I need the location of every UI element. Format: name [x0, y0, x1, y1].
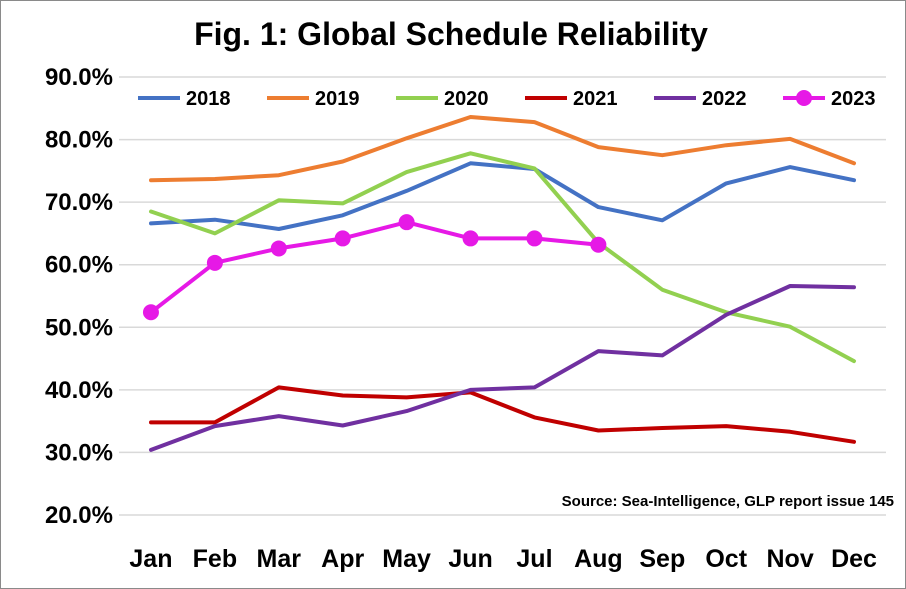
x-tick-label: Mar: [257, 545, 302, 573]
legend-item-2019: 2019: [267, 88, 360, 110]
series-2022: [149, 284, 856, 452]
y-tick-label: 80.0%: [45, 127, 113, 154]
data-point: [526, 230, 543, 247]
legend-item-2022: 2022: [654, 88, 747, 110]
legend-label: 2021: [573, 88, 618, 110]
y-tick-label: 70.0%: [45, 189, 113, 216]
legend-label: 2019: [315, 88, 360, 110]
x-tick-label: Nov: [767, 545, 814, 573]
series-2020: [149, 151, 856, 364]
x-tick-label: Sep: [639, 545, 685, 573]
x-tick-label: Dec: [831, 545, 877, 573]
legend: 2018 2019 2020 2021 2022 2023: [138, 88, 876, 110]
x-tick-label: May: [382, 545, 431, 573]
x-tick-label: Oct: [705, 545, 747, 573]
series-line: [149, 385, 856, 444]
series-line: [149, 284, 856, 452]
y-tick-label: 90.0%: [45, 64, 113, 91]
series-2019: [149, 115, 856, 183]
series-line: [149, 220, 601, 315]
series-lines: [142, 115, 856, 452]
data-point: [270, 240, 287, 257]
source-annotation: Source: Sea-Intelligence, GLP report iss…: [562, 493, 894, 510]
y-tick-label: 40.0%: [45, 377, 113, 404]
x-tick-label: Aug: [574, 545, 623, 573]
series-2018: [149, 161, 856, 231]
legend-item-2020: 2020: [396, 88, 489, 110]
y-tick-label: 20.0%: [45, 502, 113, 529]
series-2023: [142, 214, 607, 321]
data-point: [334, 230, 351, 247]
legend-marker: [796, 90, 812, 106]
y-axis-ticks: 20.0% 30.0% 40.0% 50.0% 60.0% 70.0% 80.0% 90.0%: [45, 64, 113, 529]
series-line: [149, 151, 856, 364]
x-tick-label: Apr: [321, 545, 364, 573]
series-2021: [149, 385, 856, 444]
y-tick-label: 50.0%: [45, 314, 113, 341]
x-tick-label: Jan: [129, 545, 172, 573]
data-point: [142, 304, 159, 321]
data-point: [398, 214, 415, 231]
x-axis-ticks: Jan Feb Mar Apr May Jun Jul Aug Sep Oct Nov Dec: [129, 545, 877, 573]
y-tick-label: 60.0%: [45, 252, 113, 279]
x-tick-label: Jul: [516, 545, 552, 573]
y-tick-label: 30.0%: [45, 439, 113, 466]
x-tick-label: Feb: [193, 545, 237, 573]
legend-item-2018: 2018: [138, 88, 231, 110]
legend-label: 2018: [186, 88, 231, 110]
x-tick-label: Jun: [448, 545, 492, 573]
legend-item-2021: 2021: [525, 88, 618, 110]
data-point: [590, 236, 607, 253]
chart-title: Fig. 1: Global Schedule Reliability: [194, 16, 708, 52]
legend-label: 2022: [702, 88, 747, 110]
data-point: [462, 230, 479, 247]
data-point: [206, 254, 223, 271]
legend-label: 2023: [831, 88, 876, 110]
series-line: [149, 161, 856, 231]
legend-item-2023: 2023: [783, 88, 876, 110]
legend-label: 2020: [444, 88, 489, 110]
series-line: [149, 115, 856, 183]
